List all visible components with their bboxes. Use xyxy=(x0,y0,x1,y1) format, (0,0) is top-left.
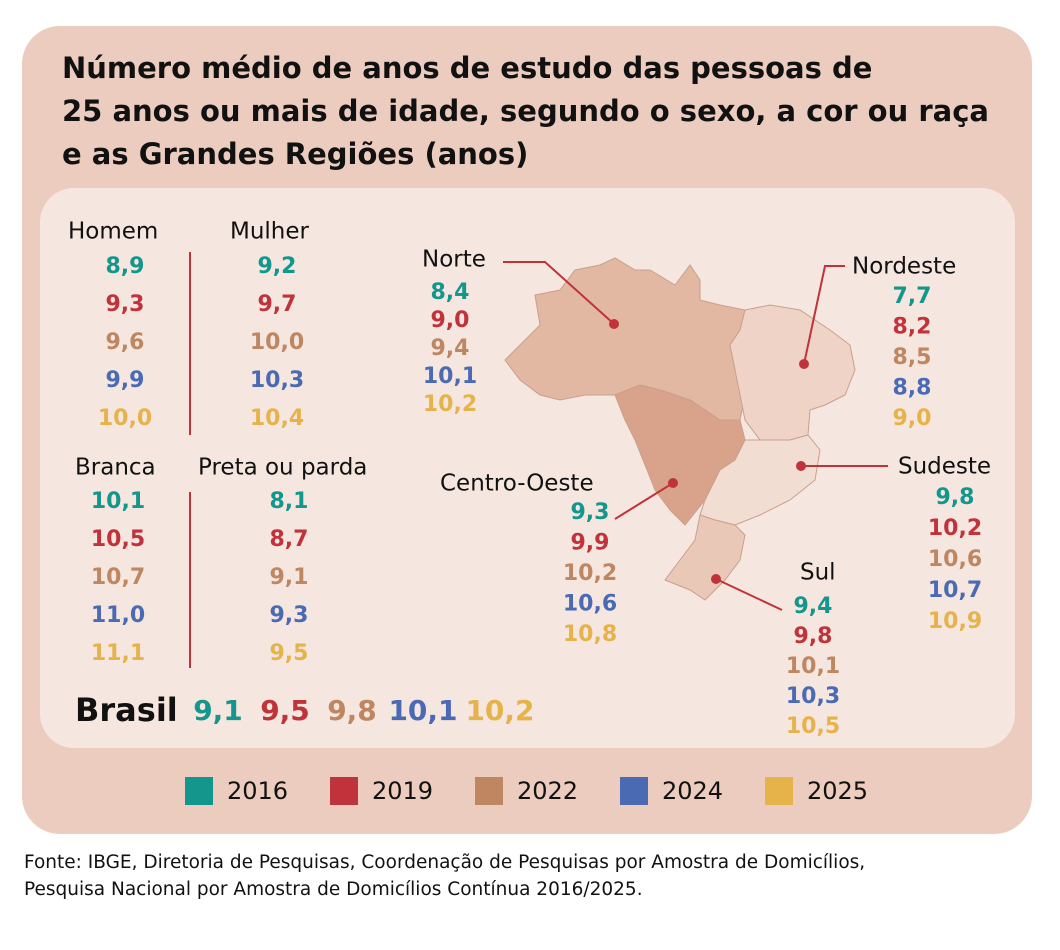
region-label: Norte xyxy=(422,247,486,273)
value: 8,1 xyxy=(270,489,309,514)
value: 10,8 xyxy=(563,622,617,647)
value: 9,8 xyxy=(327,694,377,727)
legend-swatch xyxy=(475,777,503,805)
title: 25 anos ou mais de idade, segundo o sexo… xyxy=(62,94,989,128)
value: 10,2 xyxy=(563,561,617,586)
source: Pesquisa Nacional por Amostra de Domicíl… xyxy=(24,879,643,900)
legend-label: 2022 xyxy=(517,777,578,805)
legend-swatch xyxy=(620,777,648,805)
value: 9,8 xyxy=(794,624,833,649)
legend-label: 2025 xyxy=(807,777,868,805)
value: 10,7 xyxy=(928,578,982,603)
value: 10,5 xyxy=(786,714,840,739)
region-label: Nordeste xyxy=(852,254,956,280)
value: 10,3 xyxy=(250,368,304,393)
legend-label: 2019 xyxy=(372,777,433,805)
value: 8,8 xyxy=(893,376,932,401)
region-dot xyxy=(711,574,721,584)
region-dot xyxy=(609,319,619,329)
title: Número médio de anos de estudo das pesso… xyxy=(62,51,872,85)
value: 10,1 xyxy=(91,489,145,514)
value: 9,6 xyxy=(106,330,145,355)
legend-swatch xyxy=(765,777,793,805)
region-sudeste xyxy=(699,434,821,526)
value: 8,4 xyxy=(431,280,470,305)
region-dot xyxy=(799,359,809,369)
region-label: Sul xyxy=(800,560,836,586)
value: 9,3 xyxy=(106,292,145,317)
value: 9,5 xyxy=(270,641,309,666)
leader-line xyxy=(614,482,674,520)
value: 8,5 xyxy=(893,345,932,370)
value: 9,4 xyxy=(794,594,833,619)
value: 10,3 xyxy=(786,684,840,709)
map xyxy=(504,257,856,601)
legend-swatch xyxy=(185,777,213,805)
value: 10,6 xyxy=(563,592,617,617)
leader-line xyxy=(715,578,783,611)
value: 10,0 xyxy=(98,406,152,431)
value: 9,3 xyxy=(270,603,309,628)
value: 9,8 xyxy=(936,485,975,510)
value: 7,7 xyxy=(893,284,932,309)
value: 9,3 xyxy=(571,500,610,525)
value: 9,0 xyxy=(893,406,932,431)
leader-line xyxy=(503,261,615,325)
leaders xyxy=(503,261,888,611)
value: 9,1 xyxy=(270,565,309,590)
brasil-label: Brasil xyxy=(75,691,178,729)
group-label: Homem xyxy=(68,219,158,245)
region-nordeste xyxy=(729,304,856,441)
region-dot xyxy=(796,461,806,471)
leader-line xyxy=(803,265,845,365)
value: 10,2 xyxy=(423,392,477,417)
region-sul xyxy=(664,514,746,601)
value: 10,0 xyxy=(250,330,304,355)
value: 10,1 xyxy=(388,694,457,727)
region-label: Centro-Oeste xyxy=(440,471,594,497)
group-label: Mulher xyxy=(230,219,310,245)
value: 9,2 xyxy=(258,254,297,279)
value: 10,2 xyxy=(465,694,534,727)
dots xyxy=(609,319,809,584)
value: 9,7 xyxy=(258,292,297,317)
value: 10,4 xyxy=(250,406,304,431)
value: 9,5 xyxy=(260,694,310,727)
value: 10,6 xyxy=(928,547,982,572)
value: 8,2 xyxy=(893,315,932,340)
value: 10,5 xyxy=(91,527,145,552)
value: 9,9 xyxy=(106,368,145,393)
value: 10,1 xyxy=(423,364,477,389)
value: 9,0 xyxy=(431,308,470,333)
region-label: Sudeste xyxy=(898,454,991,480)
value: 11,0 xyxy=(91,603,145,628)
value: 10,1 xyxy=(786,654,840,679)
value: 10,9 xyxy=(928,609,982,634)
value: 11,1 xyxy=(91,641,145,666)
value: 8,9 xyxy=(106,254,145,279)
value: 8,7 xyxy=(270,527,309,552)
group-label: Preta ou parda xyxy=(198,455,367,481)
value: 10,7 xyxy=(91,565,145,590)
legend-label: 2024 xyxy=(662,777,723,805)
value: 9,1 xyxy=(193,694,243,727)
source: Fonte: IBGE, Diretoria de Pesquisas, Coo… xyxy=(24,852,865,873)
region-dot xyxy=(668,478,678,488)
group-label: Branca xyxy=(75,455,156,481)
value: 9,4 xyxy=(431,336,470,361)
legend-swatch xyxy=(330,777,358,805)
value: 10,2 xyxy=(928,516,982,541)
value: 9,9 xyxy=(571,531,610,556)
title: e as Grandes Regiões (anos) xyxy=(62,137,528,171)
legend-label: 2016 xyxy=(227,777,288,805)
